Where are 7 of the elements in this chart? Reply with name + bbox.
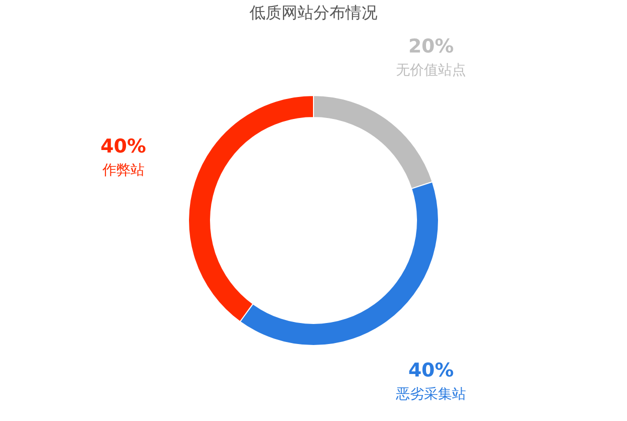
- slice-label: 无价值站点: [396, 62, 466, 79]
- data-label: 40%: [408, 359, 454, 382]
- slice-label: 恶劣采集站: [395, 386, 466, 402]
- chart-title: 低质网站分布情况: [250, 3, 378, 22]
- data-label: 20%: [408, 36, 454, 58]
- data-label: 40%: [100, 136, 146, 158]
- slice-label: 作弊站: [101, 162, 144, 179]
